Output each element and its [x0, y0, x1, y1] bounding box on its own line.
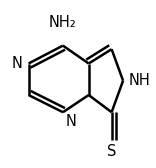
Text: NH₂: NH₂: [49, 15, 77, 30]
Text: NH: NH: [129, 73, 151, 88]
Text: N: N: [66, 114, 77, 129]
Text: S: S: [107, 144, 116, 159]
Text: N: N: [12, 56, 23, 71]
